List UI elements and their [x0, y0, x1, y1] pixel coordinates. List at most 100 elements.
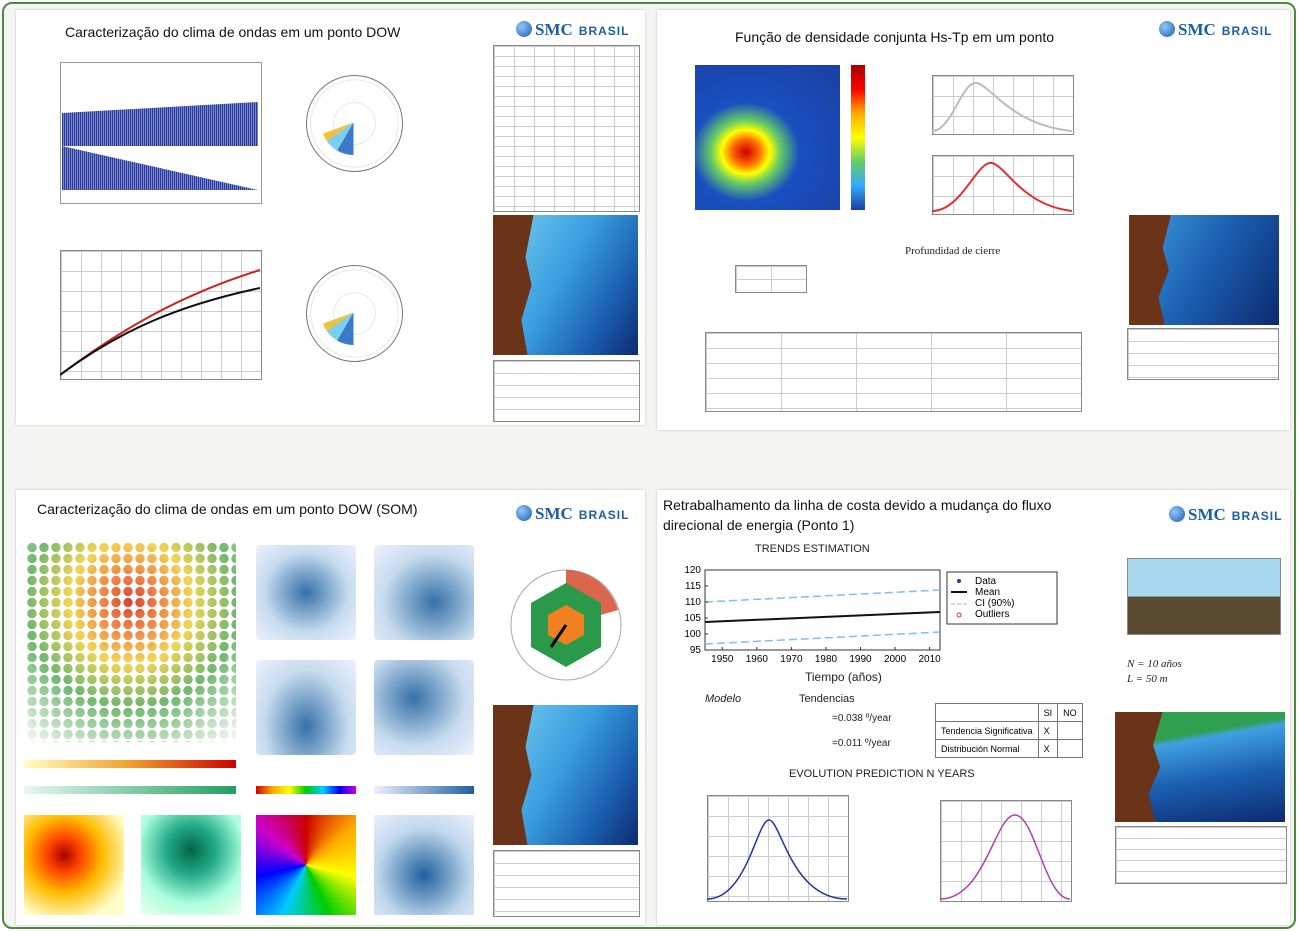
tbody: SI NO Tendencia Significativa X Distribución…: [935, 703, 1083, 758]
panel: Caracterização do clima de ondas em um p…: [16, 490, 645, 925]
y-tick-label: 105: [684, 613, 701, 624]
box: [60, 62, 262, 204]
heat: [695, 65, 840, 210]
path: [707, 819, 847, 900]
x-tick-label: 1960: [746, 654, 769, 665]
svg: [60, 269, 260, 376]
b: SMC: [535, 20, 573, 39]
circle: [957, 579, 961, 583]
line: [704, 611, 941, 623]
grid: [735, 265, 807, 293]
heat: [24, 815, 124, 915]
map: [1129, 215, 1279, 325]
td: X: [1037, 739, 1059, 758]
span: BRASIL: [1221, 24, 1273, 38]
small: N = 10 años: [1127, 658, 1182, 670]
span: BRASIL: [578, 508, 630, 522]
grid: [493, 360, 640, 422]
line: [704, 631, 941, 645]
x-tick-label: 1980: [815, 654, 838, 665]
x-tick-label: 1990: [849, 654, 872, 665]
td: Distribución Normal: [935, 739, 1039, 758]
t: Função de densidade conjunta Hs-Tp em um…: [735, 29, 1055, 45]
trend-chart: 1950 1960 1970 1980 1990 2000 2010 95 100 105 110 1…: [684, 565, 1058, 665]
svg: [510, 565, 622, 681]
cb: [24, 786, 236, 794]
div: [1127, 558, 1281, 635]
grid: [932, 75, 1074, 135]
logo: SMC BRASIL: [516, 20, 629, 40]
small: L = 50 m: [1127, 673, 1168, 685]
cb: [374, 786, 474, 794]
td: [1057, 721, 1083, 740]
cb: [256, 786, 356, 794]
map: [493, 705, 638, 845]
tests-table: SI NO Tendencia Significativa X Distribución…: [935, 703, 1083, 758]
panel: Caracterização do clima de ondas em um p…: [16, 10, 645, 425]
line: [549, 624, 568, 648]
td: X: [1037, 721, 1059, 740]
grid: [1127, 328, 1279, 380]
x-tick-label: 2000: [884, 654, 907, 665]
td: SI: [1037, 703, 1059, 722]
span: BRASIL: [578, 24, 630, 38]
heat: [256, 815, 356, 915]
small: TRENDS ESTIMATION: [755, 543, 870, 555]
logo: SMC BRASIL: [1159, 20, 1272, 40]
small: =0.038 º/year: [832, 713, 892, 724]
hex: [374, 545, 474, 640]
tr: Distribución Normal X: [935, 739, 1083, 758]
rect: [946, 571, 1058, 625]
cb: [851, 65, 865, 210]
cb: [24, 760, 236, 768]
y-tick-label: 95: [690, 645, 702, 656]
y-tick-label: 100: [684, 629, 701, 640]
legend-label: Data: [975, 576, 997, 587]
b: SMC: [1188, 505, 1226, 524]
x-tick-label: 1950: [711, 654, 734, 665]
heat: [141, 815, 241, 915]
td: NO: [1057, 703, 1083, 722]
small: Tendencias: [799, 693, 855, 705]
legend-label: Mean: [975, 587, 1000, 598]
small: Tiempo (años): [805, 670, 882, 684]
grid: [707, 795, 849, 902]
wedge: [321, 90, 386, 155]
td: [935, 703, 1039, 722]
y-tick-label: 110: [685, 597, 701, 608]
td: Tendencia Significativa: [935, 721, 1039, 740]
t: Caracterização do clima de ondas em um p…: [65, 24, 401, 40]
circle: [956, 612, 962, 618]
rect: [704, 569, 941, 651]
tr: Tendencia Significativa X: [935, 721, 1083, 740]
logo: SMC BRASIL: [1169, 505, 1282, 525]
small: =0.011 º/year: [832, 738, 891, 749]
grid: [705, 332, 1082, 412]
legend-label: Outliers: [975, 609, 1009, 620]
hex: [374, 660, 474, 755]
grid: [1115, 826, 1287, 884]
t: Retrabalhamento da linha de costa devido…: [663, 497, 1052, 533]
grid: [60, 250, 262, 380]
logo: SMC BRASIL: [516, 504, 629, 524]
path: [60, 269, 260, 376]
path: [932, 162, 1072, 212]
svg: [932, 162, 1072, 212]
t: Caracterização do clima de ondas em um p…: [37, 501, 418, 517]
y-tick-label: 115: [685, 581, 701, 592]
b: SMC: [535, 504, 573, 523]
hex: [256, 545, 356, 640]
td: [1057, 739, 1083, 758]
hex: [256, 660, 356, 755]
small: Profundidad de cierre: [905, 245, 1001, 257]
grid: [493, 45, 640, 212]
path: [60, 287, 260, 376]
legend-label: CI (90%): [975, 598, 1014, 609]
hexpat: [26, 542, 236, 742]
path: [932, 82, 1072, 132]
x-tick-label: 2010: [919, 654, 942, 665]
map: [493, 215, 638, 355]
grid: [932, 155, 1074, 215]
grid: [940, 800, 1072, 902]
